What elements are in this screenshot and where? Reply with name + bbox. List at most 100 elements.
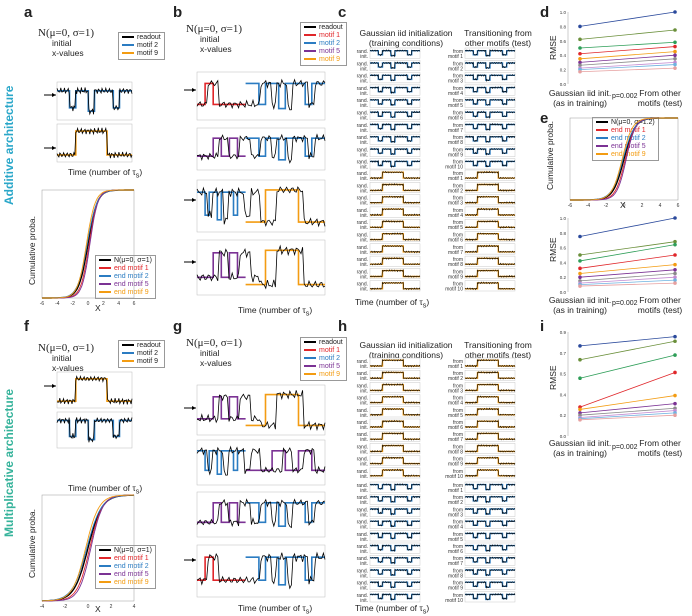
panel-f-trace-motif9 bbox=[56, 371, 133, 409]
readout-trace bbox=[196, 78, 326, 111]
mini-readout-trace bbox=[464, 580, 516, 589]
x-tick-label: -4 bbox=[55, 301, 60, 307]
legend-a: readout motif 2 motif 9 bbox=[118, 32, 165, 60]
mini-row-label: from bbox=[453, 111, 463, 117]
mini-row-label: init. bbox=[360, 201, 368, 207]
legend-entry: motif 2 bbox=[122, 42, 161, 50]
legend-text: end motif 1 bbox=[114, 555, 149, 562]
panel-label-e: e bbox=[540, 110, 549, 127]
rmse-point bbox=[673, 339, 677, 344]
mini-panel bbox=[464, 182, 516, 193]
mini-readout-trace bbox=[370, 495, 421, 503]
legend-g: readout motif 1 motif 2 motif 5 motif 9 bbox=[300, 337, 347, 381]
readout-trace bbox=[196, 551, 326, 590]
mini-row-label: motif 10 bbox=[445, 598, 463, 604]
x-tick-label: 0 bbox=[623, 203, 626, 209]
y-tick-label: 0.7 bbox=[560, 351, 567, 356]
rmse-point bbox=[673, 10, 677, 14]
rmse-point bbox=[578, 234, 582, 239]
rmse-point bbox=[578, 259, 582, 263]
rmse-point bbox=[673, 49, 677, 54]
panel-label-b: b bbox=[173, 4, 183, 21]
mini-panel bbox=[369, 169, 421, 181]
arrow-head bbox=[52, 146, 56, 150]
legend-swatch bbox=[304, 58, 316, 61]
mini-row-label: from bbox=[453, 532, 463, 538]
mini-row-label: motif 4 bbox=[448, 401, 463, 407]
legend-text: readout bbox=[319, 339, 343, 346]
mini-row-label: from bbox=[453, 233, 463, 239]
mini-row-label: init. bbox=[360, 238, 368, 244]
legend-swatch bbox=[122, 360, 134, 363]
mini-motif-trace bbox=[370, 86, 420, 94]
legend-entry: end motif 9 bbox=[99, 289, 152, 297]
cdf-curve bbox=[41, 494, 134, 602]
mini-readout-trace bbox=[464, 86, 516, 94]
mini-row-label: rand. bbox=[357, 408, 368, 414]
mini-readout-trace bbox=[464, 256, 516, 266]
mini-row-label: init. bbox=[360, 213, 368, 219]
readout-trace bbox=[196, 445, 326, 476]
legend-text: motif 9 bbox=[137, 50, 159, 57]
mini-row-label: rand. bbox=[357, 282, 368, 288]
arrow-head bbox=[192, 260, 196, 264]
mini-row-label: rand. bbox=[357, 532, 368, 538]
mini-readout-trace bbox=[464, 531, 516, 540]
panel-f-cdf: -4 -2 0 2 4 bbox=[40, 494, 136, 610]
legend-swatch bbox=[99, 573, 111, 576]
rmse-line bbox=[579, 273, 676, 282]
mini-readout-trace bbox=[369, 207, 421, 217]
legend-swatch bbox=[304, 34, 316, 37]
rmse-line bbox=[579, 241, 676, 256]
legend-swatch bbox=[99, 549, 111, 552]
x-tick-label: 2 bbox=[102, 301, 105, 307]
y-tick-label: 0.4 bbox=[560, 392, 567, 397]
rmse-point bbox=[578, 344, 582, 348]
mini-row-label: from bbox=[453, 147, 463, 153]
mini-row-label: init. bbox=[360, 116, 368, 122]
p-value-e: p=0.002 bbox=[612, 300, 638, 307]
panel-frame bbox=[196, 491, 326, 538]
legend-entry: N(μ=0, σ=1.2) bbox=[596, 119, 655, 127]
rmse-point bbox=[673, 57, 677, 61]
x-tick-label: -6 bbox=[40, 301, 45, 307]
rmse-point bbox=[578, 46, 582, 50]
mini-row-label: init. bbox=[360, 274, 368, 280]
y-tick-label: 0.2 bbox=[560, 275, 567, 280]
rmse-point bbox=[578, 69, 582, 74]
mini-panel bbox=[464, 418, 516, 430]
motif-trace bbox=[57, 130, 132, 156]
rmse-line bbox=[579, 410, 676, 418]
p-value-d: p=0.002 bbox=[612, 93, 638, 100]
mini-row-label: init. bbox=[360, 140, 368, 146]
mini-row-label: motif 10 bbox=[445, 165, 463, 171]
mini-readout-trace bbox=[369, 49, 421, 58]
arrow-head bbox=[192, 406, 196, 410]
mini-row-label: motif 7 bbox=[448, 250, 463, 256]
mini-panel bbox=[464, 268, 516, 279]
mini-motif-trace bbox=[370, 62, 420, 69]
legend-swatch bbox=[596, 129, 608, 132]
mini-row-label: motif 7 bbox=[448, 437, 463, 443]
mini-row-label: rand. bbox=[357, 86, 368, 92]
rmse-point bbox=[578, 275, 582, 280]
mini-row-label: motif 3 bbox=[448, 512, 463, 518]
legend-text: motif 2 bbox=[319, 40, 341, 47]
panel-frame bbox=[56, 81, 133, 121]
mini-row-label: motif 1 bbox=[448, 54, 463, 60]
legend-entry: end motif 5 bbox=[99, 571, 152, 579]
mini-row-label: motif 5 bbox=[448, 225, 463, 231]
mini-motif-trace bbox=[465, 496, 515, 503]
legend-text: N(μ=0, σ=1) bbox=[114, 257, 152, 264]
legend-text: motif 5 bbox=[319, 48, 341, 55]
mini-readout-trace bbox=[369, 183, 421, 192]
panel-frame bbox=[56, 411, 133, 449]
mini-row-label: from bbox=[453, 544, 463, 550]
mini-row-label: motif 8 bbox=[448, 449, 463, 455]
y-tick-label: 0.6 bbox=[560, 246, 567, 251]
motif-trace-first bbox=[197, 450, 246, 475]
mini-row-label: from bbox=[453, 220, 463, 226]
legend-entry: end motif 9 bbox=[99, 579, 152, 587]
rmse-point bbox=[673, 53, 677, 57]
rmse-xlabel-left-e: Gaussian iid init. (as in training) bbox=[548, 295, 612, 315]
